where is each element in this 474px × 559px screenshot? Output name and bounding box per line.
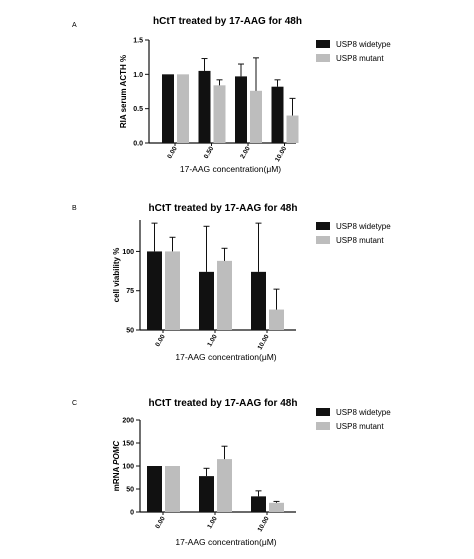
bar-mutant-0 bbox=[177, 74, 189, 143]
y-axis-label: RIA serum ACTH % bbox=[119, 55, 128, 128]
panel-letter: A bbox=[72, 22, 77, 29]
bar-mutant-2 bbox=[269, 309, 284, 330]
y-tick-label: 200 bbox=[122, 418, 134, 425]
bar-widetype-0 bbox=[162, 74, 174, 143]
legend-label: USP8 widetype bbox=[336, 40, 391, 49]
bar-mutant-2 bbox=[269, 502, 284, 512]
bar-widetype-0 bbox=[147, 466, 162, 512]
bar-mutant-1 bbox=[213, 85, 226, 143]
x-axis-label: 17-AAG concentration(μM) bbox=[175, 352, 276, 362]
bar-mutant-1 bbox=[217, 459, 232, 512]
y-axis-label-main: mRNA bbox=[112, 465, 121, 491]
y-tick-label: 1.0 bbox=[133, 72, 143, 79]
chart-title: hCtT treated by 17-AAG for 48h bbox=[149, 398, 298, 409]
bar-widetype-2 bbox=[251, 496, 266, 512]
y-tick-label: 100 bbox=[122, 249, 134, 256]
legend-swatch-widetype bbox=[316, 408, 330, 416]
bar-mutant-2 bbox=[250, 90, 262, 143]
legend-swatch-mutant bbox=[316, 422, 330, 430]
legend-label: USP8 widetype bbox=[336, 408, 391, 417]
bar-widetype-2 bbox=[251, 271, 266, 330]
legend-label: USP8 mutant bbox=[336, 422, 384, 431]
bar-widetype-3 bbox=[271, 86, 284, 143]
y-tick-label: 0.5 bbox=[133, 106, 143, 113]
legend-swatch-widetype bbox=[316, 222, 330, 230]
legend-label: USP8 mutant bbox=[336, 54, 384, 63]
bar-widetype-1 bbox=[198, 70, 211, 143]
y-tick-label: 100 bbox=[122, 464, 134, 471]
y-axis-label-gene: POMC bbox=[112, 441, 121, 465]
y-tick-label: 75 bbox=[126, 288, 134, 295]
y-tick-label: 50 bbox=[126, 328, 134, 335]
x-axis-label: 17-AAG concentration(μM) bbox=[175, 537, 276, 547]
y-tick-label: 1.5 bbox=[133, 38, 143, 45]
bar-mutant-0 bbox=[165, 466, 180, 512]
x-axis-label: 17-AAG concentration(μM) bbox=[180, 164, 281, 174]
bar-mutant-3 bbox=[286, 115, 299, 143]
bar-widetype-0 bbox=[147, 251, 162, 330]
bar-widetype-1 bbox=[199, 271, 214, 330]
legend-swatch-mutant bbox=[316, 54, 330, 62]
bar-widetype-2 bbox=[235, 76, 247, 143]
panel-letter: C bbox=[72, 400, 77, 407]
legend-label: USP8 mutant bbox=[336, 236, 384, 245]
legend-swatch-mutant bbox=[316, 236, 330, 244]
y-axis-label: cell viability % bbox=[112, 248, 121, 303]
legend-swatch-widetype bbox=[316, 40, 330, 48]
bar-widetype-1 bbox=[199, 476, 214, 512]
y-tick-label: 0.0 bbox=[133, 141, 143, 148]
panel-letter: B bbox=[72, 205, 77, 212]
y-tick-label: 0 bbox=[130, 510, 134, 517]
y-tick-label: 50 bbox=[126, 487, 134, 494]
bar-mutant-0 bbox=[165, 251, 180, 330]
chart-title: hCtT treated by 17-AAG for 48h bbox=[153, 16, 302, 27]
chart-title: hCtT treated by 17-AAG for 48h bbox=[149, 203, 298, 214]
y-tick-label: 150 bbox=[122, 441, 134, 448]
bar-mutant-1 bbox=[217, 260, 232, 330]
legend-label: USP8 widetype bbox=[336, 222, 391, 231]
y-axis-label: mRNA POMC bbox=[112, 441, 121, 492]
